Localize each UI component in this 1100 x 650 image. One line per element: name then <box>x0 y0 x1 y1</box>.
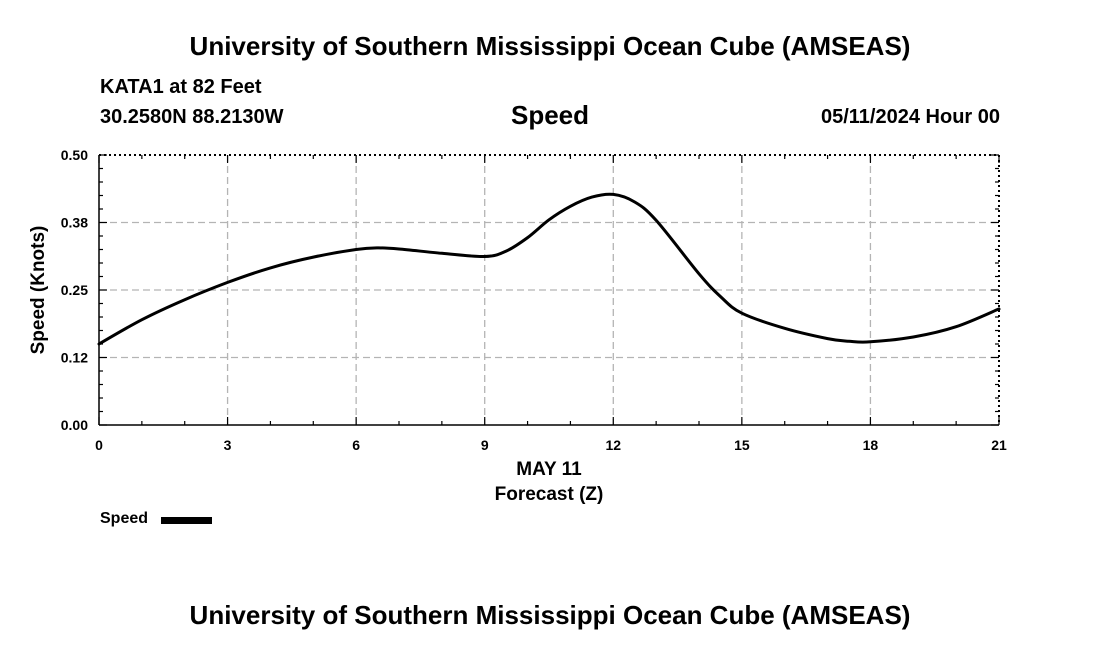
grid-layer <box>99 155 999 425</box>
y-axis-label: Speed (Knots) <box>28 226 49 355</box>
station-label: KATA1 at 82 Feet <box>100 76 262 98</box>
y-tick-label: 0.38 <box>61 215 88 231</box>
x-tick-label: 15 <box>734 437 750 453</box>
footer-title: University of Southern Mississippi Ocean… <box>189 600 911 630</box>
x-tick-label: 12 <box>605 437 621 453</box>
y-tick-label: 0.25 <box>61 282 88 298</box>
x-tick-label: 6 <box>352 437 360 453</box>
coordinates-label: 30.2580N 88.2130W <box>100 106 284 128</box>
legend-swatch <box>161 517 212 524</box>
x-tick-label: 3 <box>224 437 232 453</box>
main-title: University of Southern Mississippi Ocean… <box>189 31 911 61</box>
x-tick-label: 9 <box>481 437 489 453</box>
datetime-label: 05/11/2024 Hour 00 <box>820 106 1000 128</box>
legend-label: Speed <box>100 510 149 527</box>
x-tick-label: 0 <box>95 437 103 453</box>
speed-series-line <box>97 192 1001 346</box>
x-axis-date-label: MAY 11 <box>516 459 582 480</box>
y-tick-label: 0.50 <box>61 147 88 163</box>
chart-title: Speed <box>510 100 590 130</box>
y-tick-label: 0.00 <box>61 417 88 433</box>
speed-chart: 0 3 6 9 12 15 18 210.000.120.250.380.50 MAY 11 … <box>28 147 1007 505</box>
x-axis-label: Forecast (Z) <box>495 484 604 505</box>
x-tick-label: 21 <box>991 437 1007 453</box>
tick-layer: 0 3 6 9 12 15 18 21 0.00 0.12 0.25 0.38 0.50 <box>61 147 1007 453</box>
y-tick-label: 0.12 <box>61 350 88 366</box>
series-layer <box>97 192 1001 346</box>
x-tick-label: 18 <box>863 437 879 453</box>
